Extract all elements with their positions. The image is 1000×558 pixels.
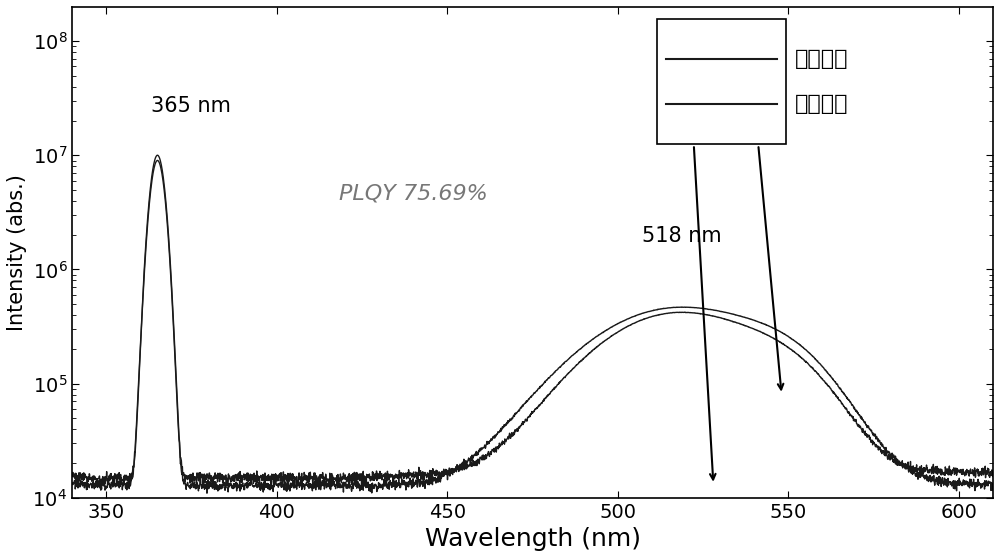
Text: PLQY 75.69%: PLQY 75.69% <box>339 184 487 204</box>
发射光谱 <box>117 482 129 489</box>
发射光谱 <box>87 479 99 485</box>
Line: 发射光谱: 发射光谱 <box>72 161 993 493</box>
发射光谱 <box>306 483 318 490</box>
发射光谱 <box>66 479 78 486</box>
发射光谱 <box>151 157 163 164</box>
激发光谱 <box>550 383 562 390</box>
发射光谱 <box>402 483 414 490</box>
Y-axis label: Intensity (abs.): Intensity (abs.) <box>7 174 27 331</box>
激发光谱 <box>151 152 163 158</box>
激发光谱 <box>66 473 78 480</box>
激发光谱 <box>402 471 414 478</box>
发射光谱 <box>201 490 213 497</box>
激发光谱 <box>87 477 99 484</box>
Line: 激发光谱: 激发光谱 <box>72 155 993 487</box>
发射光谱 <box>687 304 699 311</box>
Bar <box>657 19 786 145</box>
激发光谱 <box>306 474 318 481</box>
发射光谱 <box>550 367 562 374</box>
Text: 518 nm: 518 nm <box>642 226 721 246</box>
Text: 发射光谱: 发射光谱 <box>795 94 849 114</box>
发射光谱 <box>987 486 999 493</box>
激发光谱 <box>323 484 335 490</box>
Text: 激发光谱: 激发光谱 <box>795 49 849 69</box>
激发光谱 <box>117 477 129 483</box>
激发光谱 <box>987 468 999 474</box>
X-axis label: Wavelength (nm): Wavelength (nm) <box>425 527 641 551</box>
激发光谱 <box>687 310 699 316</box>
Text: 365 nm: 365 nm <box>151 96 231 116</box>
